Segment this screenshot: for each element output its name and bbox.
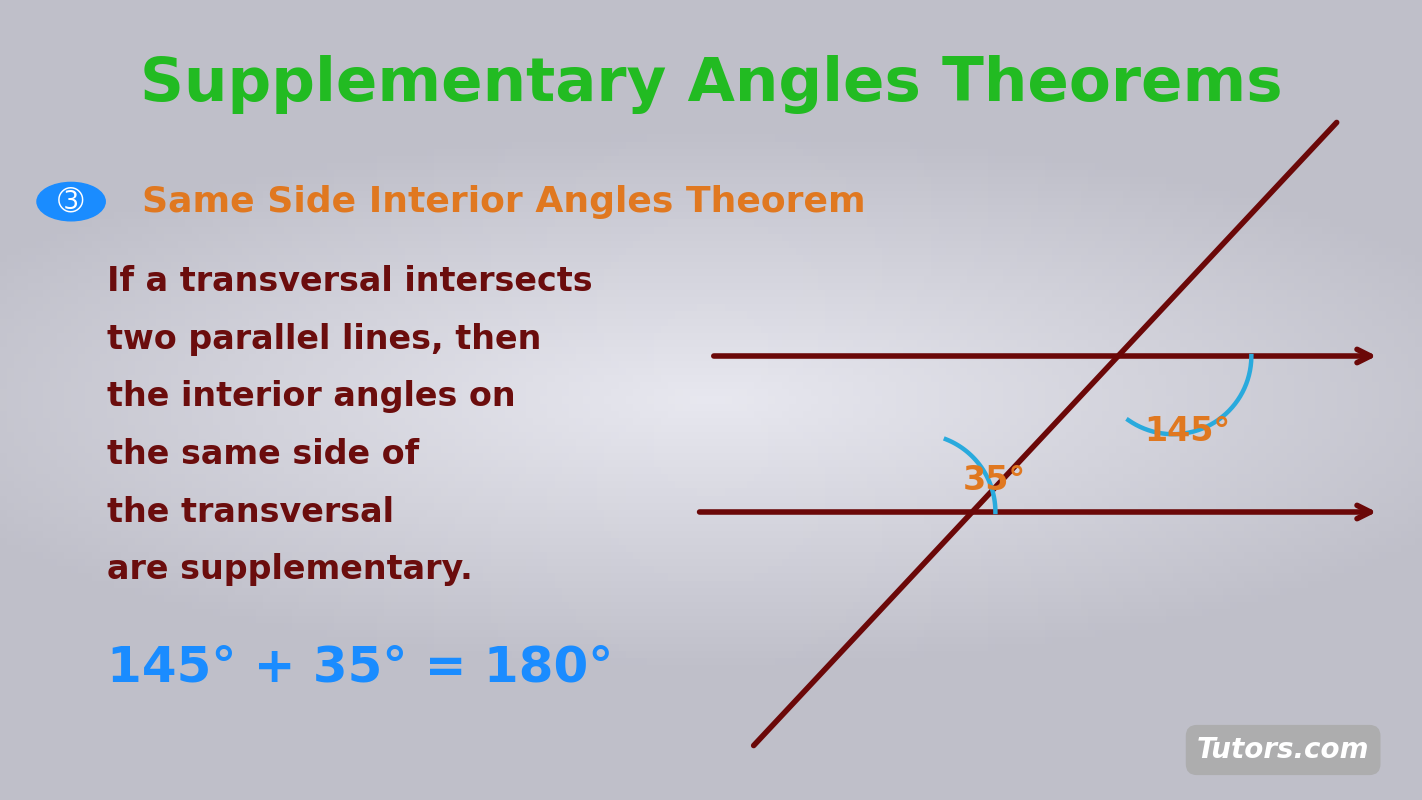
Text: Tutors.com: Tutors.com <box>1197 736 1369 764</box>
Text: the transversal: the transversal <box>107 495 394 529</box>
Text: Supplementary Angles Theorems: Supplementary Angles Theorems <box>139 54 1283 114</box>
Text: the interior angles on: the interior angles on <box>107 380 515 414</box>
Text: ➂: ➂ <box>58 187 84 216</box>
Text: If a transversal intersects: If a transversal intersects <box>107 265 593 298</box>
Text: are supplementary.: are supplementary. <box>107 553 472 586</box>
Text: Same Side Interior Angles Theorem: Same Side Interior Angles Theorem <box>142 185 866 218</box>
Text: 145°: 145° <box>1145 415 1230 449</box>
Text: the same side of: the same side of <box>107 438 418 471</box>
Text: 145° + 35° = 180°: 145° + 35° = 180° <box>107 644 613 692</box>
Text: two parallel lines, then: two parallel lines, then <box>107 322 540 356</box>
Text: 35°: 35° <box>963 463 1025 497</box>
Circle shape <box>37 182 105 221</box>
